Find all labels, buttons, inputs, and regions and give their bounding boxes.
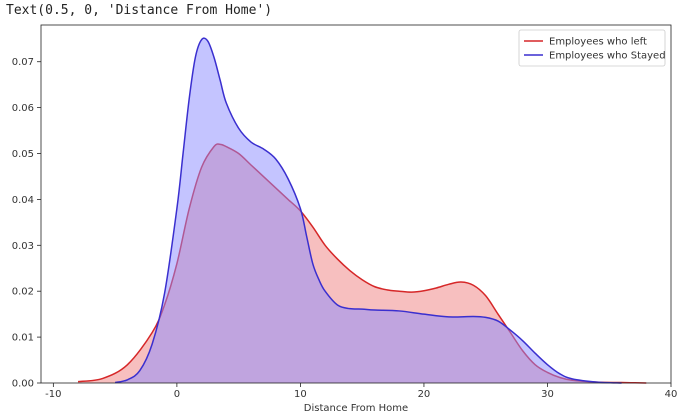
y-tick-label: 0.06 xyxy=(12,103,34,114)
x-axis-label: Distance From Home xyxy=(304,403,408,414)
x-tick-label: 40 xyxy=(665,389,678,400)
x-tick-label: 30 xyxy=(541,389,554,400)
console-output-text: Text(0.5, 0, 'Distance From Home') xyxy=(6,3,273,18)
legend-box xyxy=(518,29,666,67)
y-tick-label: 0.00 xyxy=(12,379,34,390)
line-employees-who-stayed xyxy=(114,37,622,384)
y-tick-label: 0.04 xyxy=(12,195,34,206)
axis-ticks: -10 0 10 20 30 40 0.00 0.01 0.02 0.03 0.04 0.05 0.06… xyxy=(12,57,678,400)
axes-frame xyxy=(40,24,672,384)
y-tick-label: 0.07 xyxy=(12,57,34,68)
legend: Employees who left Employees who Stayed xyxy=(518,29,666,67)
x-tick-label: -10 xyxy=(45,389,61,400)
legend-label-employees-who-stayed: Employees who Stayed xyxy=(549,51,666,62)
plot-area xyxy=(77,37,647,384)
x-tick-label: 20 xyxy=(418,389,431,400)
x-tick-label: 0 xyxy=(174,389,180,400)
y-tick-label: 0.03 xyxy=(12,241,34,252)
x-tick-label: 10 xyxy=(294,389,307,400)
y-tick-label: 0.01 xyxy=(12,333,34,344)
y-tick-label: 0.02 xyxy=(12,287,34,298)
area-employees-who-stayed xyxy=(115,38,622,384)
y-tick-label: 0.05 xyxy=(12,149,34,160)
legend-label-employees-who-left: Employees who left xyxy=(549,37,647,48)
